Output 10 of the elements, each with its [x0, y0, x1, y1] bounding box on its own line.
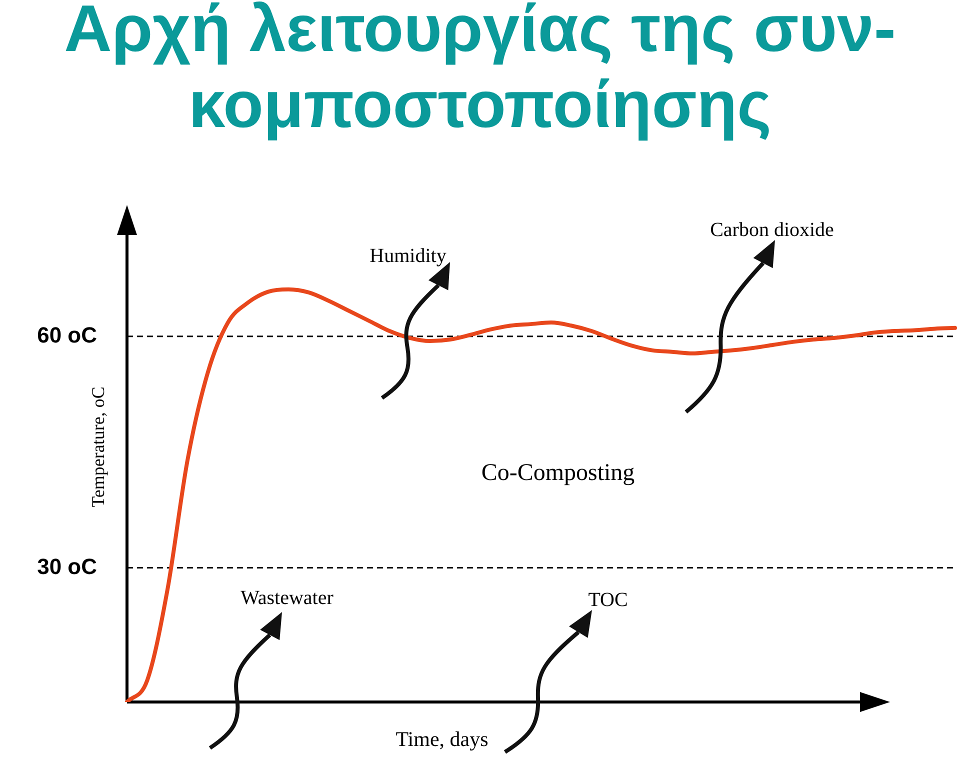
- annotation: Co-Composting: [481, 460, 635, 486]
- y-tick-label: 60 oC: [37, 322, 98, 348]
- annotation: Humidity: [370, 245, 446, 267]
- y-axis-title: Temperature, oC: [88, 386, 108, 508]
- annotation: TOC: [588, 589, 628, 611]
- y-tick-label: 30 oC: [37, 554, 98, 579]
- x-axis-title: Time, days: [396, 727, 488, 751]
- annotation: Wastewater: [240, 587, 334, 609]
- annotation: Carbon dioxide: [710, 219, 834, 241]
- chart-title: Αρχή λειτουργίας της συν-κομποστοποίησης: [63, 0, 897, 142]
